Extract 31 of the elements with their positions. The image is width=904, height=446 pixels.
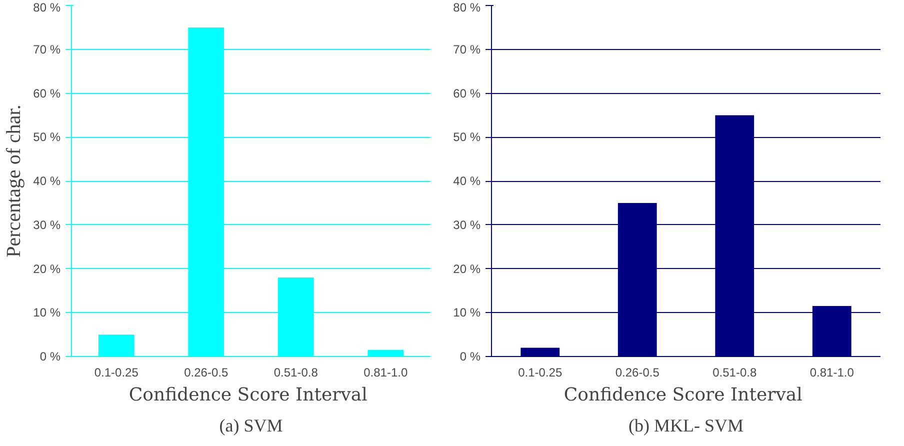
y-tick-label: 50 % — [33, 130, 61, 144]
y-tick-label: 70 % — [453, 42, 481, 56]
y-tick-label: 10 % — [33, 306, 61, 320]
y-tick-label: 0 % — [40, 350, 61, 364]
y-tick-label: 30 % — [453, 218, 481, 232]
y-tick-label: 40 % — [33, 174, 61, 188]
text: (a) SVM — [219, 416, 283, 436]
y-tick-label: 0 % — [460, 350, 481, 364]
y-axis-title: Percentage of char. — [3, 104, 26, 258]
y-tick-label: 80 % — [33, 0, 61, 14]
y-tick-label: 70 % — [33, 42, 61, 56]
x-tick-label: 0.51-0.8 — [712, 366, 757, 380]
y-tick-label: 10 % — [453, 306, 481, 320]
y-tick-label: 80 % — [453, 0, 481, 14]
y-tick-label: 60 % — [453, 86, 481, 100]
text: (b) MKL- SVM — [628, 416, 744, 436]
x-tick-label: 0.26-0.5 — [184, 366, 228, 380]
y-tick-label: 20 % — [33, 262, 61, 276]
y-tick-label: 60 % — [33, 86, 61, 100]
y-tick-label: 20 % — [453, 262, 481, 276]
y-tick-label: 30 % — [33, 218, 61, 232]
x-tick-label: 0.51-0.8 — [274, 366, 318, 380]
x-tick-label: 0.1-0.25 — [518, 366, 562, 380]
x-tick-label: 0.81-1.0 — [364, 366, 408, 380]
x-axis-title: Confidence Score Interval — [128, 384, 368, 406]
x-tick-label: 0.26-0.5 — [615, 366, 660, 380]
x-tick-label: 0.1-0.25 — [94, 366, 139, 380]
x-tick-label: 0.81-1.0 — [810, 366, 854, 380]
y-tick-label: 40 % — [453, 174, 481, 188]
x-axis-title: Confidence Score Interval — [564, 384, 803, 406]
y-tick-label: 50 % — [453, 130, 481, 144]
